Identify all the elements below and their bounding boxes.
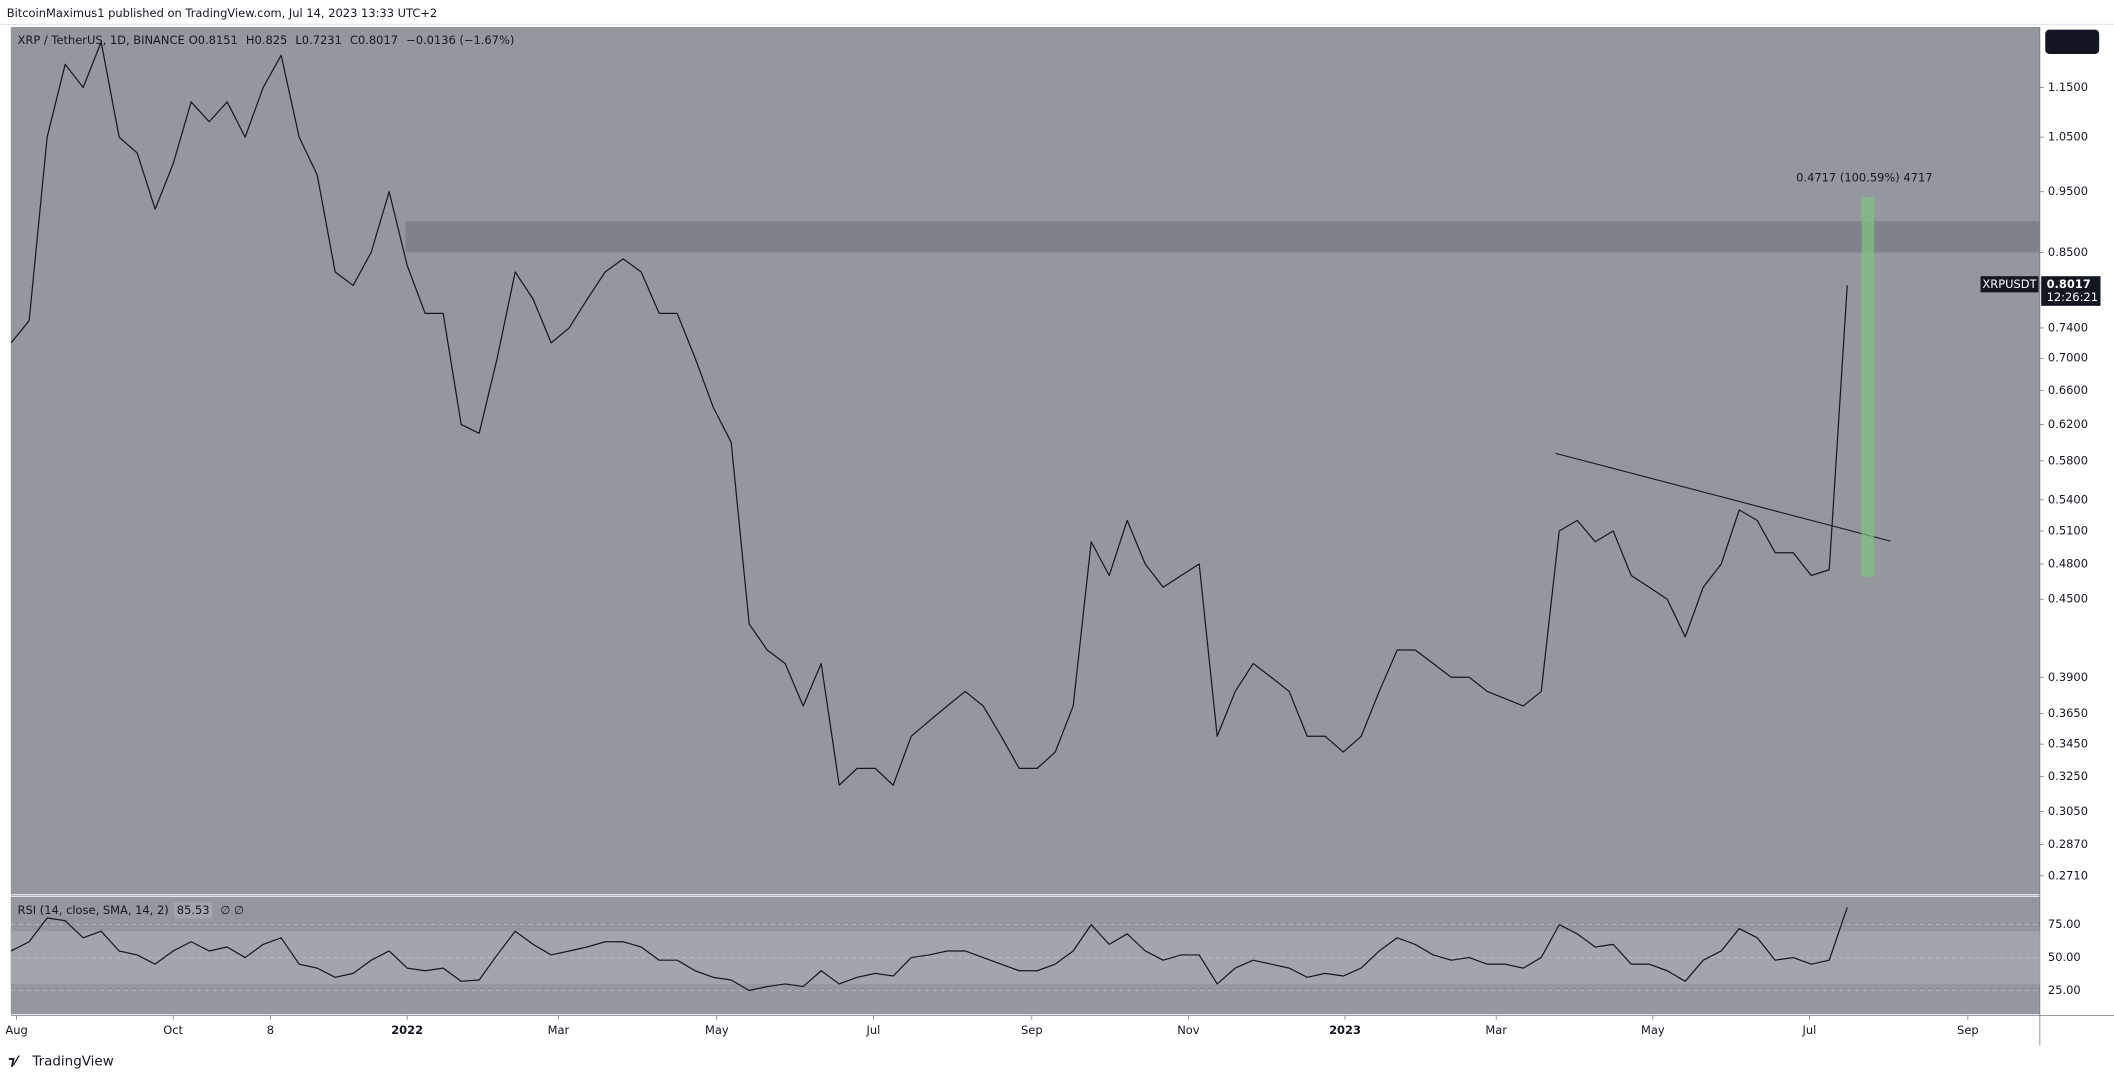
x-tick-label: Jul xyxy=(865,1023,880,1037)
y-tick-label: 75.00 xyxy=(2048,917,2081,931)
y-tick-label: 1.0500 xyxy=(2048,130,2088,144)
price-tag-name-bg xyxy=(1980,276,2039,293)
ohlc-value: O0.8151 xyxy=(189,33,238,47)
y-tick-label: 0.9500 xyxy=(2048,184,2088,198)
y-tick-label: 0.3650 xyxy=(2048,706,2088,720)
x-tick-label: May xyxy=(705,1023,729,1037)
y-tick-label: 0.5800 xyxy=(2048,453,2088,467)
rsi-extra: ∅ ∅ xyxy=(220,903,244,917)
toolbar-button[interactable] xyxy=(2045,29,2100,54)
measure-range xyxy=(1861,197,1875,577)
price-tag-countdown: 12:26:21 xyxy=(2047,290,2098,304)
y-tick-label: 0.6600 xyxy=(2048,383,2088,397)
ohlc-value: −0.0136 (−1.67%) xyxy=(406,33,514,47)
rsi-title: RSI (14, close, SMA, 14, 2) xyxy=(18,903,169,917)
x-tick-label: Aug xyxy=(5,1023,27,1037)
x-tick-label: May xyxy=(1641,1023,1665,1037)
price-tag-bg xyxy=(2041,276,2101,306)
resistance-zone xyxy=(405,221,2040,253)
y-tick-label: 0.2870 xyxy=(2048,837,2088,851)
y-tick-label: 0.7400 xyxy=(2048,320,2088,334)
x-tick-label: 8 xyxy=(267,1023,274,1037)
ohlc-value: H0.825 xyxy=(246,33,287,47)
ohlc-value: C0.8017 xyxy=(350,33,398,47)
y-tick-label: 0.7000 xyxy=(2048,351,2088,365)
footer-brand: TradingView xyxy=(31,1053,113,1069)
measure-label: 0.4717 (100.59%) 4717 xyxy=(1796,171,1932,185)
publish-info: BitcoinMaximus1 published on TradingView… xyxy=(7,6,437,20)
y-tick-label: 0.2710 xyxy=(2048,868,2088,882)
y-tick-label: 0.3900 xyxy=(2048,670,2088,684)
y-tick-label: 0.5400 xyxy=(2048,492,2088,506)
y-tick-label: 25.00 xyxy=(2048,983,2081,997)
y-tick-label: 0.8500 xyxy=(2048,245,2088,259)
footer-logo: ⁊⁄ xyxy=(8,1053,20,1069)
trendline xyxy=(1555,452,1891,542)
y-tick-label: 0.3250 xyxy=(2048,769,2088,783)
x-tick-label: Jul xyxy=(1802,1023,1817,1037)
x-tick-label: 2023 xyxy=(1329,1023,1361,1037)
symbol-title: XRP / TetherUS, 1D, BINANCE xyxy=(18,33,185,47)
x-tick-label: 2022 xyxy=(391,1023,423,1037)
rsi-value-bg xyxy=(174,902,213,919)
y-tick-label: 0.4500 xyxy=(2048,592,2088,606)
y-tick-label: 1.1500 xyxy=(2048,80,2088,94)
y-tick-label: 0.5100 xyxy=(2048,523,2088,537)
x-tick-label: Sep xyxy=(1957,1023,1979,1037)
x-tick-label: Nov xyxy=(1177,1023,1200,1037)
series-line xyxy=(10,907,1848,992)
rsi-value: 85.53 xyxy=(177,903,210,917)
x-tick-label: Mar xyxy=(1485,1023,1507,1037)
x-tick-label: Oct xyxy=(163,1023,183,1037)
y-tick-label: 0.4800 xyxy=(2048,557,2088,571)
y-tick-label: 0.3050 xyxy=(2048,804,2088,818)
price-tag-name: XRPUSDT xyxy=(1982,277,2037,291)
x-tick-label: Mar xyxy=(548,1023,570,1037)
y-tick-label: 0.3450 xyxy=(2048,737,2088,751)
y-tick-label: 0.6200 xyxy=(2048,417,2088,431)
price-tag-value: 0.8017 xyxy=(2047,277,2091,291)
x-tick-label: Sep xyxy=(1021,1023,1043,1037)
y-tick-label: 50.00 xyxy=(2048,950,2081,964)
price-pane xyxy=(10,26,2040,895)
series-line xyxy=(10,41,1848,786)
ohlc-value: L0.7231 xyxy=(295,33,341,47)
